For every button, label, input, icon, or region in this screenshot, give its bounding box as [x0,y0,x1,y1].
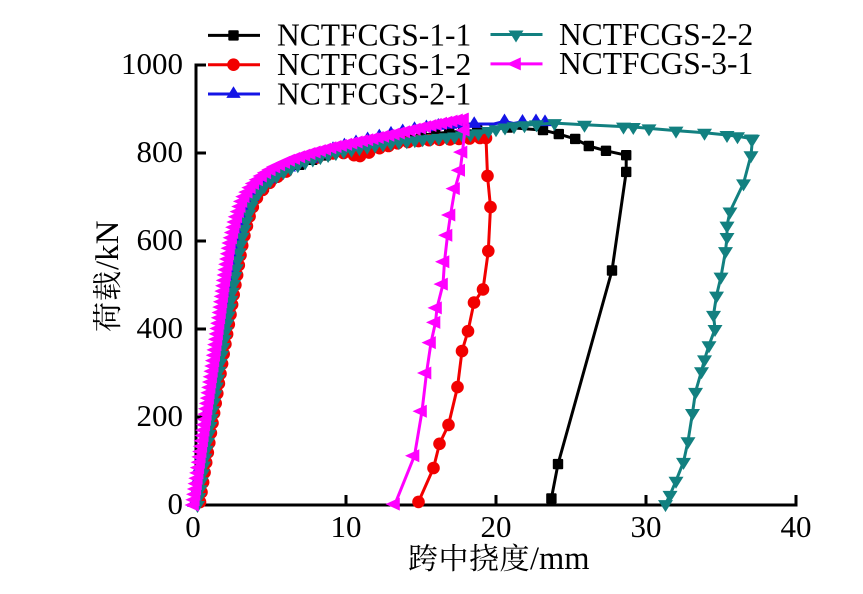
svg-text:/mm: /mm [530,541,590,577]
svg-text:0: 0 [185,509,201,544]
svg-text:NCTFCGS-1-2: NCTFCGS-1-2 [277,47,471,82]
svg-text:10: 10 [331,509,362,544]
svg-text:NCTFCGS-2-1: NCTFCGS-2-1 [277,76,471,111]
svg-text:600: 600 [137,222,184,257]
svg-text:/kN: /kN [90,220,126,270]
svg-text:400: 400 [137,310,184,345]
svg-text:40: 40 [781,509,812,544]
svg-text:NCTFCGS-3-1: NCTFCGS-3-1 [559,46,753,81]
svg-text:20: 20 [481,509,512,544]
svg-text:800: 800 [137,134,184,169]
svg-text:30: 30 [631,509,662,544]
svg-text:1000: 1000 [121,46,183,81]
svg-text:NCTFCGS-2-2: NCTFCGS-2-2 [559,17,753,52]
svg-text:0: 0 [168,486,184,521]
svg-text:NCTFCGS-1-1: NCTFCGS-1-1 [277,18,471,53]
svg-text:200: 200 [137,398,184,433]
